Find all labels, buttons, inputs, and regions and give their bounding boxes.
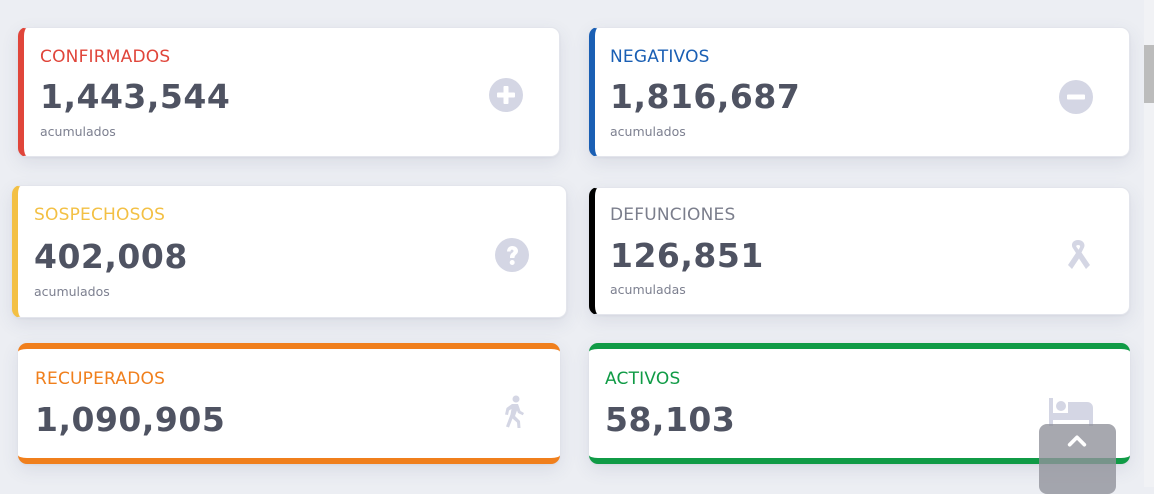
card-sospechosos: SOSPECHOSOS 402,008 acumulados (12, 185, 567, 318)
card-activos: ACTIVOS 58,103 (589, 343, 1130, 464)
scrollbar-track[interactable] (1144, 0, 1154, 487)
card-defunciones: DEFUNCIONES 126,851 acumuladas (589, 187, 1130, 315)
card-subtitle: acumuladas (610, 282, 686, 297)
card-subtitle: acumulados (40, 124, 116, 139)
card-title: SOSPECHOSOS (34, 205, 166, 225)
card-title: CONFIRMADOS (40, 47, 171, 67)
card-title: RECUPERADOS (35, 369, 166, 389)
plus-circle-icon (489, 78, 523, 112)
card-value: 1,090,905 (35, 400, 226, 439)
card-recuperados: RECUPERADOS 1,090,905 (18, 343, 560, 464)
card-title: ACTIVOS (605, 369, 681, 389)
card-title: DEFUNCIONES (610, 205, 736, 225)
card-title: NEGATIVOS (610, 47, 710, 67)
card-value: 1,816,687 (610, 77, 801, 116)
walking-person-icon (505, 395, 524, 428)
minus-circle-icon (1059, 80, 1093, 114)
card-value: 126,851 (610, 236, 764, 275)
card-subtitle: acumulados (610, 124, 686, 139)
chevron-up-icon (1067, 435, 1087, 447)
card-value: 1,443,544 (40, 77, 231, 116)
card-negativos: NEGATIVOS 1,816,687 acumulados (589, 27, 1130, 157)
scrollbar-thumb[interactable] (1144, 45, 1154, 103)
scroll-to-top-button[interactable] (1039, 424, 1116, 494)
ribbon-icon (1068, 240, 1090, 269)
bed-icon (1049, 398, 1093, 426)
question-circle-icon (495, 238, 529, 272)
card-value: 58,103 (605, 400, 736, 439)
card-confirmados: CONFIRMADOS 1,443,544 acumulados (18, 27, 560, 157)
card-value: 402,008 (34, 237, 188, 276)
card-subtitle: acumulados (34, 284, 110, 299)
